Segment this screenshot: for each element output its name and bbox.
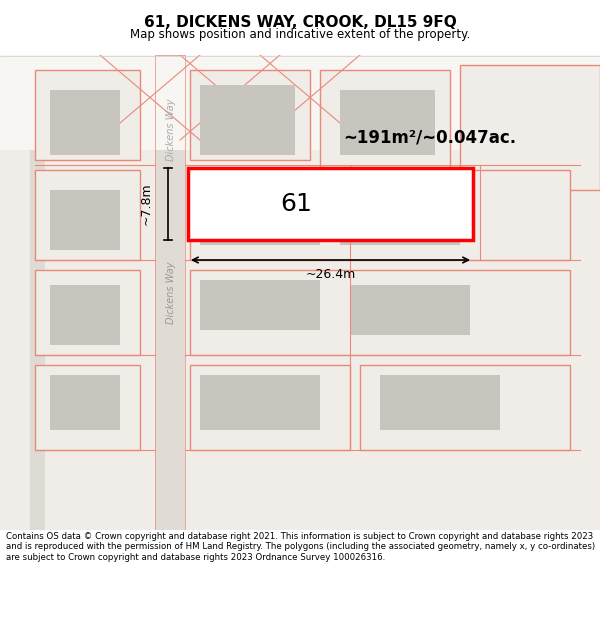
Bar bbox=[200, 375, 320, 430]
Bar bbox=[340, 190, 460, 245]
Bar bbox=[350, 285, 470, 335]
Text: 61: 61 bbox=[280, 192, 312, 216]
Bar bbox=[0, 55, 600, 150]
Text: ~7.8m: ~7.8m bbox=[139, 182, 152, 225]
Bar bbox=[360, 365, 570, 450]
Bar bbox=[200, 190, 320, 245]
Text: Map shows position and indicative extent of the property.: Map shows position and indicative extent… bbox=[130, 28, 470, 41]
Bar bbox=[340, 90, 435, 155]
Bar bbox=[155, 55, 185, 530]
Bar bbox=[188, 168, 473, 240]
Bar bbox=[380, 375, 500, 430]
Bar bbox=[35, 365, 140, 450]
Bar bbox=[190, 270, 570, 355]
Text: 61, DICKENS WAY, CROOK, DL15 9FQ: 61, DICKENS WAY, CROOK, DL15 9FQ bbox=[143, 16, 457, 31]
Bar bbox=[200, 280, 320, 330]
Text: Dickens Way: Dickens Way bbox=[166, 262, 176, 324]
Text: Dickens Way: Dickens Way bbox=[166, 99, 176, 161]
Text: Contains OS data © Crown copyright and database right 2021. This information is : Contains OS data © Crown copyright and d… bbox=[6, 532, 595, 562]
Bar bbox=[35, 70, 140, 160]
Text: ~26.4m: ~26.4m bbox=[305, 268, 356, 281]
Bar bbox=[460, 65, 600, 190]
Bar bbox=[190, 170, 570, 260]
Bar bbox=[320, 70, 450, 170]
Bar bbox=[190, 365, 350, 450]
Bar bbox=[50, 90, 120, 155]
Bar bbox=[200, 85, 295, 155]
Bar bbox=[155, 55, 185, 530]
Bar bbox=[35, 170, 140, 260]
Bar bbox=[35, 270, 140, 355]
Bar bbox=[50, 190, 120, 250]
Bar bbox=[30, 55, 45, 530]
Text: ~191m²/~0.047ac.: ~191m²/~0.047ac. bbox=[344, 129, 517, 147]
Bar bbox=[190, 70, 310, 160]
Bar bbox=[50, 285, 120, 345]
Bar bbox=[50, 375, 120, 430]
